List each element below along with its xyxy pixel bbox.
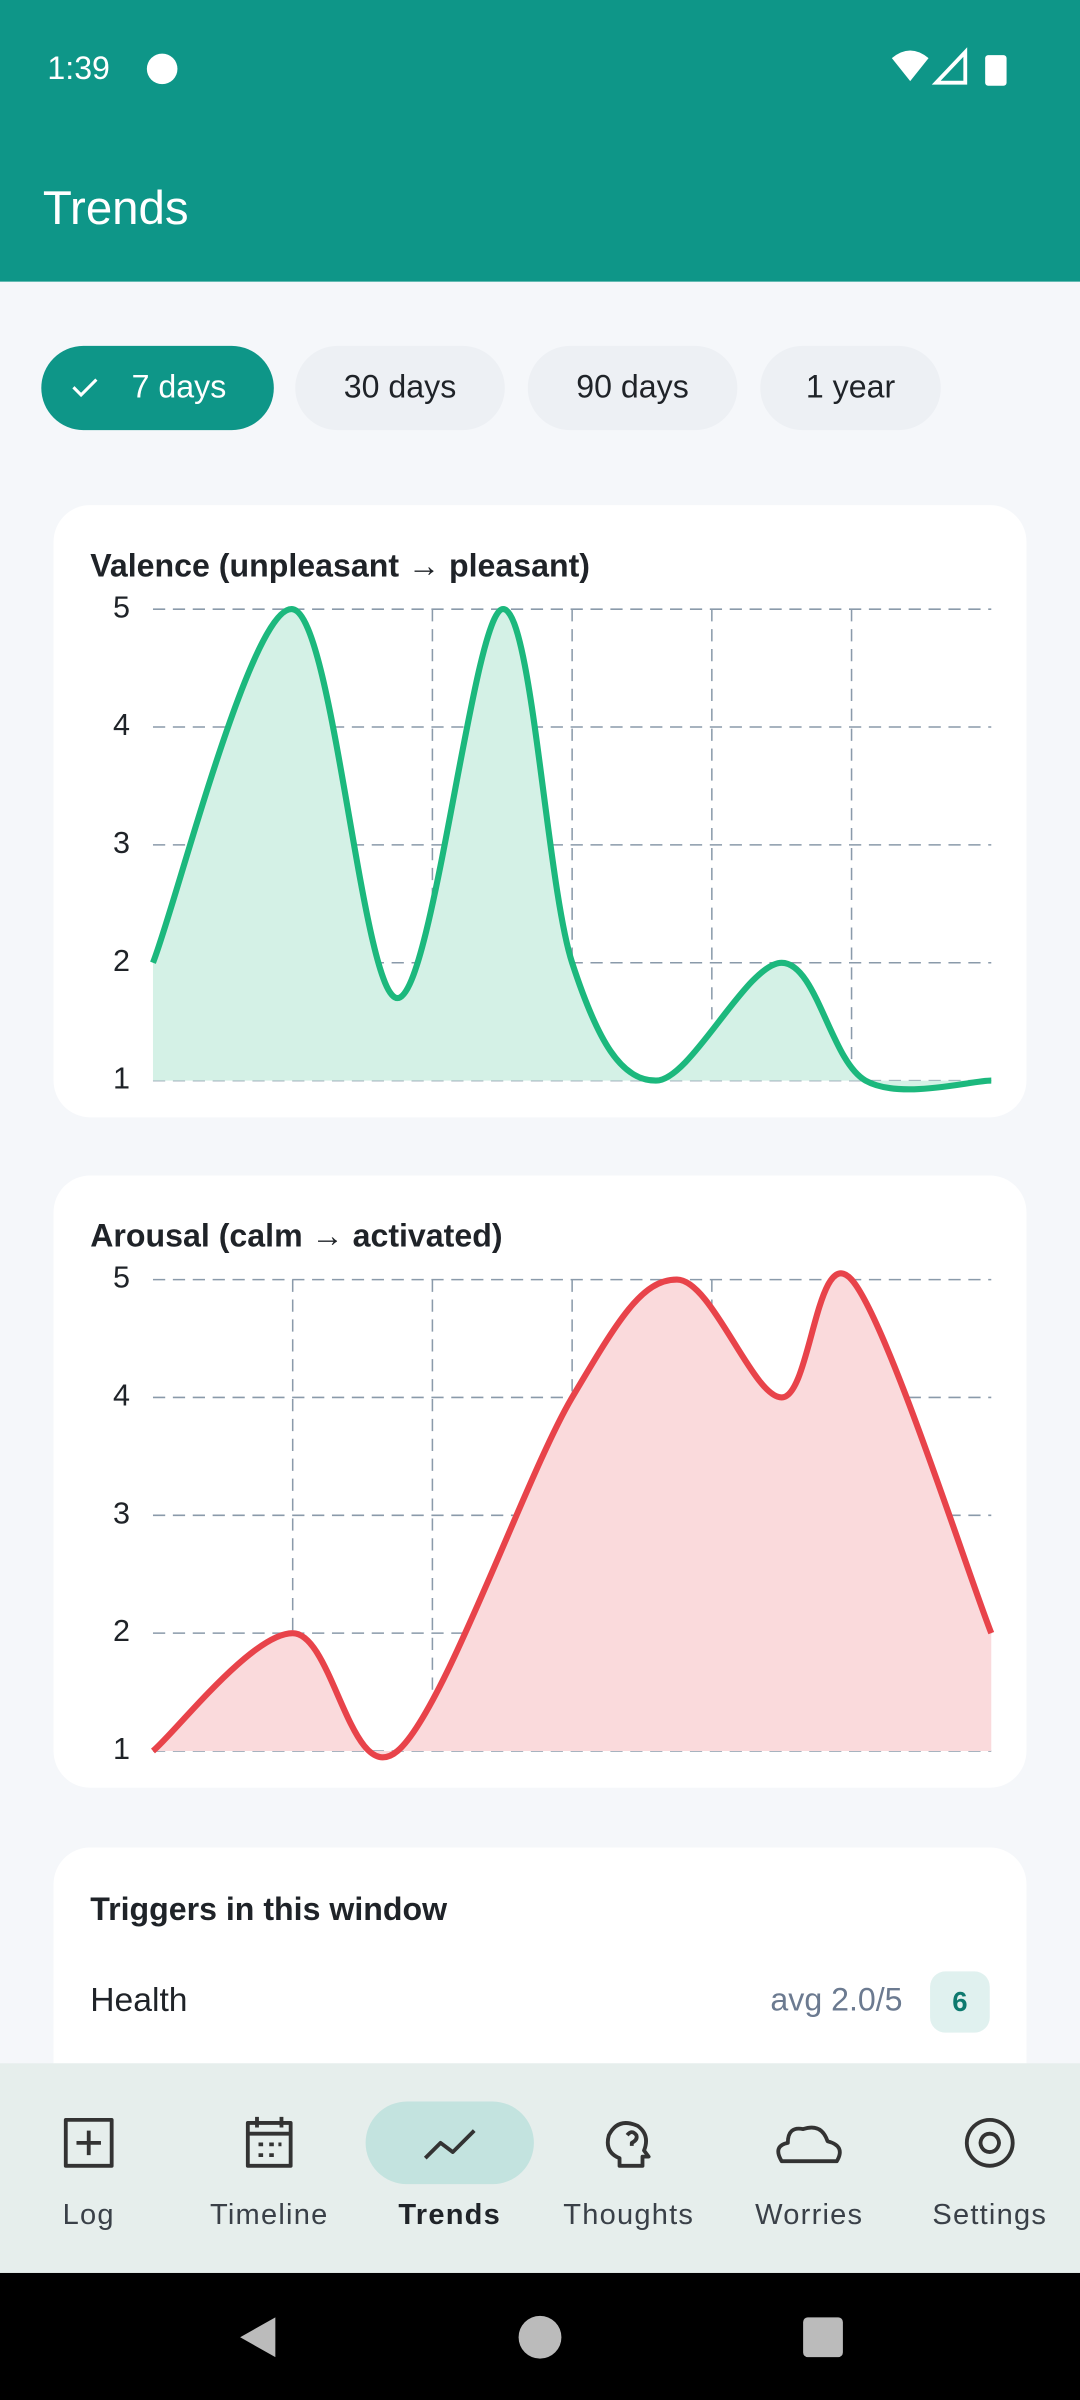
bottom-nav — [0, 2063, 1080, 2273]
y-tick-label: 1 — [113, 1732, 130, 1766]
nav-indicator — [365, 2101, 534, 2185]
back-button[interactable] — [240, 2317, 276, 2358]
y-tick-label: 2 — [113, 1614, 130, 1648]
battery-icon — [985, 55, 1007, 86]
nav-icon[interactable] — [605, 2121, 651, 2168]
app-bar — [0, 0, 1080, 282]
recents-button[interactable] — [803, 2317, 843, 2358]
app-title: Trends — [43, 182, 189, 235]
trigger-avg: avg 2.0/5 — [770, 1982, 902, 2018]
card-title: Triggers in this window — [90, 1891, 448, 1927]
home-button[interactable] — [518, 2315, 562, 2359]
filter-label[interactable]: 1 year — [806, 368, 896, 404]
line — [150, 1270, 995, 1761]
y-tick-label: 3 — [113, 1496, 130, 1530]
y-tick-label: 4 — [113, 708, 130, 742]
nav-icon[interactable] — [964, 2117, 1015, 2168]
nav-label[interactable]: Settings — [932, 2199, 1047, 2231]
y-tick-label: 4 — [113, 1379, 130, 1413]
status-time: 1:39 — [47, 50, 110, 86]
nav-icon[interactable] — [245, 2116, 293, 2168]
area — [152, 609, 992, 1090]
nav-label[interactable]: Timeline — [210, 2199, 329, 2231]
trigger-count: 6 — [952, 1986, 967, 2017]
y-tick-label: 5 — [113, 590, 130, 624]
chart-title: Valence (unpleasant → pleasant) — [90, 547, 590, 583]
status-icon — [146, 53, 178, 85]
filter-chip[interactable] — [527, 345, 738, 431]
filter-label[interactable]: 7 days — [132, 368, 227, 404]
count-badge — [930, 1971, 990, 2033]
signal-icon — [931, 47, 968, 85]
nav-icon[interactable] — [63, 2117, 114, 2168]
nav-label[interactable]: Log — [63, 2199, 115, 2231]
nav-icon[interactable] — [776, 2125, 842, 2164]
filter-label[interactable]: 30 days — [344, 368, 456, 404]
filter-chip[interactable] — [760, 345, 941, 431]
nav-label[interactable]: Trends — [398, 2199, 501, 2231]
chart-title: Arousal (calm → activated) — [90, 1218, 502, 1254]
filter-label[interactable]: 90 days — [576, 368, 688, 404]
y-tick-label: 3 — [113, 826, 130, 860]
filter-chip[interactable] — [41, 345, 274, 431]
trigger-name: Health — [90, 1982, 187, 2019]
nav-label[interactable]: Worries — [755, 2199, 863, 2231]
y-tick-label: 5 — [113, 1261, 130, 1295]
nav-label[interactable]: Thoughts — [563, 2199, 694, 2231]
y-tick-label: 2 — [113, 944, 130, 978]
area — [152, 1273, 992, 1758]
wifi-icon — [891, 50, 929, 82]
y-tick-label: 1 — [113, 1062, 130, 1096]
filter-chip[interactable] — [295, 345, 505, 431]
nav-icon[interactable] — [423, 2129, 476, 2160]
check-icon — [72, 378, 98, 398]
line — [150, 606, 992, 1093]
